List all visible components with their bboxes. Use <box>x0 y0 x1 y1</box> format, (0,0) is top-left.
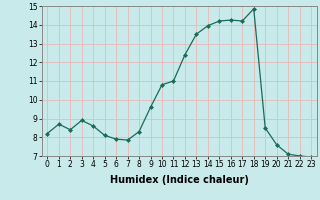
X-axis label: Humidex (Indice chaleur): Humidex (Indice chaleur) <box>110 175 249 185</box>
